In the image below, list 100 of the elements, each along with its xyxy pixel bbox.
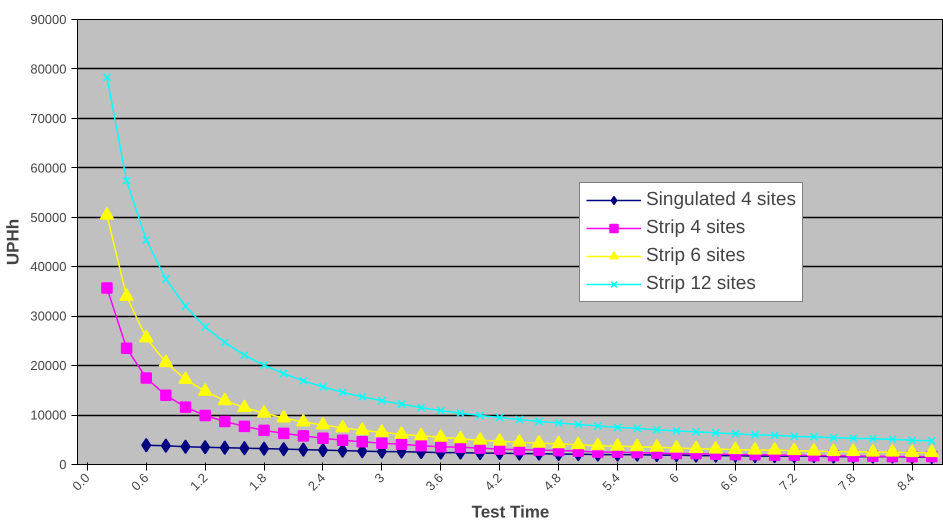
point [120, 342, 132, 354]
point [731, 430, 740, 438]
point [356, 436, 368, 448]
point [632, 424, 642, 433]
point [770, 431, 779, 440]
x-tick-label: 0.6 [128, 470, 152, 494]
legend-label: Strip 12 sites [646, 272, 756, 294]
x-tick-label: 0.0 [69, 470, 93, 494]
legend-label: Singulated 4 sites [646, 188, 796, 210]
point [200, 440, 210, 454]
point [711, 428, 720, 438]
point [318, 382, 328, 392]
point [415, 440, 427, 452]
point [298, 430, 310, 442]
y-tick-label: 90000 [30, 12, 67, 27]
point [613, 423, 622, 432]
point [495, 413, 504, 422]
x-tick-label: 2.4 [304, 470, 328, 494]
point [908, 436, 916, 445]
y-tick-label: 50000 [30, 210, 67, 225]
point [180, 439, 191, 454]
x-tick-label: 6.6 [717, 470, 741, 494]
point [220, 338, 230, 347]
y-tick-label: 20000 [30, 358, 67, 374]
y-tick-label: 60000 [30, 160, 67, 176]
legend-label: Strip 6 sites [646, 244, 746, 266]
point [358, 392, 367, 402]
point [416, 403, 426, 412]
point [848, 434, 858, 443]
point [122, 176, 131, 185]
x-tick-label: 1.8 [246, 470, 270, 494]
x-tick-label: 1.2 [187, 470, 210, 494]
point [435, 440, 447, 452]
point [672, 426, 681, 436]
point [810, 432, 818, 442]
point [515, 415, 524, 424]
point [456, 408, 465, 418]
point [180, 401, 192, 413]
point [750, 430, 760, 440]
point [554, 418, 563, 428]
point [160, 390, 172, 402]
x-tick-label: 5.4 [599, 470, 623, 494]
point [436, 406, 446, 415]
point [298, 442, 308, 457]
point [220, 440, 230, 455]
point [574, 420, 583, 429]
y-tick-label: 80000 [30, 61, 67, 76]
point [790, 432, 799, 441]
y-tick-label: 40000 [30, 259, 67, 274]
point [140, 372, 152, 384]
y-tick-label: 0 [59, 457, 67, 472]
point [219, 416, 231, 428]
point [829, 434, 838, 442]
point [239, 440, 250, 456]
x-tick-label: 8.4 [894, 470, 918, 494]
point [336, 434, 348, 446]
x-tick-label: 4.2 [482, 470, 506, 494]
y-axis-title: UPHh [3, 218, 22, 266]
point [888, 435, 897, 444]
point [279, 369, 288, 378]
point [240, 350, 249, 360]
point [652, 426, 662, 434]
x-tick-label: 4.8 [540, 470, 564, 494]
point [102, 73, 112, 82]
point [318, 442, 328, 458]
point [200, 322, 210, 332]
point [101, 282, 113, 294]
point [142, 236, 151, 244]
point [258, 441, 270, 456]
point [338, 388, 347, 397]
x-tick-label: 7.2 [776, 470, 800, 494]
point [278, 428, 290, 440]
point [868, 434, 878, 444]
point [692, 428, 700, 436]
point [278, 442, 289, 456]
point [476, 411, 484, 420]
x-tick-label: 3 [371, 470, 388, 486]
point [927, 436, 936, 446]
x-axis-title: Test Time [472, 502, 550, 522]
point [238, 420, 250, 432]
point [199, 410, 211, 422]
point [181, 302, 190, 311]
point [160, 438, 171, 453]
point [594, 422, 602, 430]
point [141, 438, 152, 452]
point [534, 417, 544, 426]
point [162, 274, 170, 284]
legend-label: Strip 4 sites [646, 216, 746, 238]
y-tick-label: 30000 [30, 308, 67, 324]
y-tick-label: 10000 [30, 408, 67, 423]
x-tick-label: 3.6 [422, 470, 446, 494]
y-tick-label: 70000 [30, 110, 67, 126]
point [260, 360, 268, 370]
point [317, 432, 329, 444]
point [376, 437, 388, 449]
point [396, 438, 408, 450]
x-tick-label: 7.8 [835, 470, 858, 494]
x-tick-label: 6 [666, 470, 682, 486]
point [397, 400, 406, 408]
point [258, 424, 270, 436]
